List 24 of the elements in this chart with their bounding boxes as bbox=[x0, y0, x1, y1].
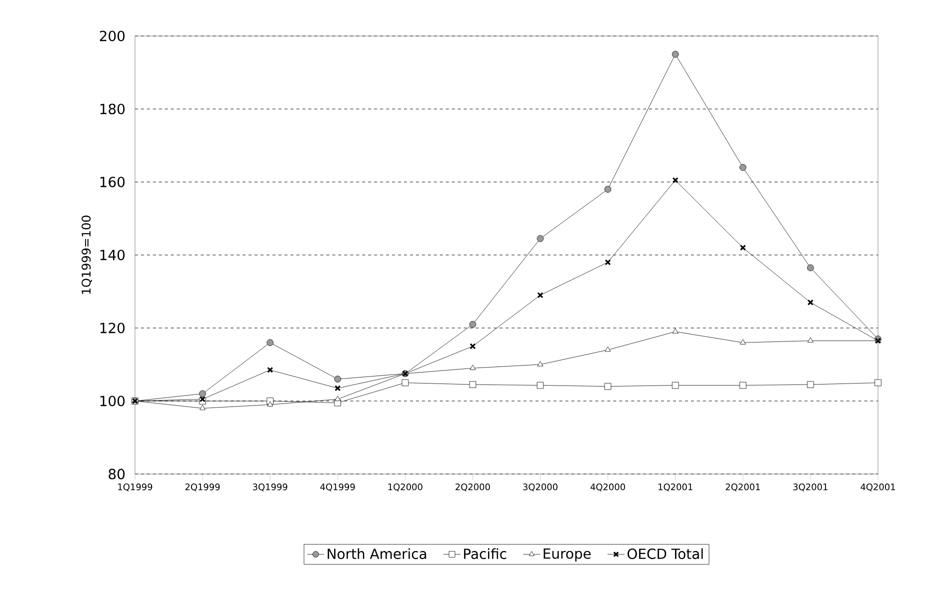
y-tick-label: 120 bbox=[100, 322, 125, 334]
legend-label: North America bbox=[328, 548, 426, 560]
x-tick-label: 1Q2001 bbox=[658, 484, 692, 492]
x-tick-label: 2Q2001 bbox=[726, 484, 760, 492]
x-tick-label: 1Q1999 bbox=[118, 484, 152, 492]
y-tick-label: 80 bbox=[108, 468, 125, 480]
x-tick-label: 1Q2000 bbox=[388, 484, 422, 492]
x-tick-label: 2Q1999 bbox=[185, 484, 220, 492]
y-axis-title: 1Q1999=100 bbox=[82, 216, 92, 294]
legend-label: OECD Total bbox=[628, 548, 703, 560]
x-tick-label: 3Q2000 bbox=[523, 484, 558, 492]
x-tick-label: 4Q2000 bbox=[590, 484, 626, 492]
legend-label: Europe bbox=[544, 548, 591, 562]
y-tick-label: 140 bbox=[100, 250, 125, 260]
x-tick-label: 2Q2000 bbox=[456, 484, 490, 492]
x-tick-label: 4Q1999 bbox=[320, 484, 355, 492]
y-tick-label: 180 bbox=[100, 104, 125, 114]
y-tick-label: 200 bbox=[100, 30, 125, 42]
legend-label: Pacific bbox=[464, 548, 506, 560]
y-tick-label: 160 bbox=[100, 176, 125, 188]
y-tick-label: 100 bbox=[100, 396, 125, 406]
x-tick-label: 3Q2001 bbox=[793, 484, 828, 492]
x-tick-label: 3Q1999 bbox=[252, 484, 288, 492]
x-tick-label: 4Q2001 bbox=[860, 484, 895, 492]
